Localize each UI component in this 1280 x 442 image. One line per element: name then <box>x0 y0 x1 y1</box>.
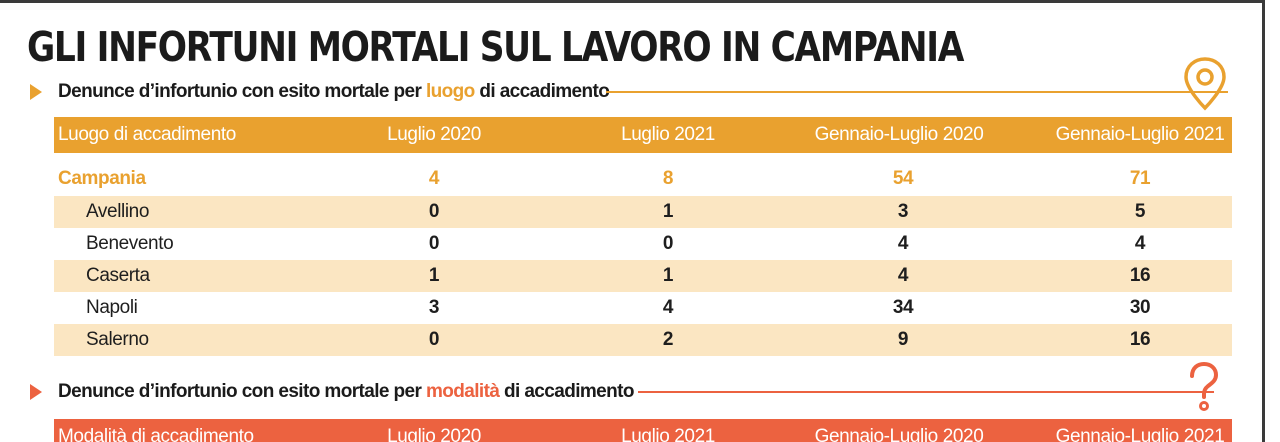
row-value: 0 <box>662 233 674 254</box>
header-cell: Luglio 2021 <box>621 124 715 145</box>
row-label: Benevento <box>86 233 174 254</box>
row-label: Napoli <box>86 297 138 318</box>
header-cell: Gennaio-Luglio 2020 <box>814 124 984 145</box>
table-header: Luogo di accadimento Luglio 2020 Luglio … <box>54 117 1232 153</box>
arrow-right-icon <box>30 84 42 100</box>
row-value: 8 <box>662 168 674 189</box>
section-luogo-title: Denunce d’infortunio con esito mortale p… <box>58 81 610 102</box>
row-value: 16 <box>1129 265 1151 286</box>
row-value: 0 <box>428 201 440 222</box>
row-value: 4 <box>428 168 440 189</box>
location-pin-icon <box>1184 57 1226 111</box>
row-label: Salerno <box>86 329 149 350</box>
row-value: 0 <box>428 329 440 350</box>
row-label: Avellino <box>86 201 149 222</box>
row-value: 4 <box>897 233 909 254</box>
header-cell: Luglio 2021 <box>621 426 715 442</box>
row-value: 30 <box>1129 297 1151 318</box>
row-value: 1 <box>428 265 440 286</box>
row-value: 34 <box>892 297 914 318</box>
table-row: Napoli 3 4 34 30 <box>54 292 1232 324</box>
row-value: 3 <box>897 201 909 222</box>
header-cell: Gennaio-Luglio 2020 <box>814 426 984 442</box>
arrow-right-icon <box>30 384 42 400</box>
row-value: 1 <box>662 265 674 286</box>
table-row: Salerno 0 2 9 16 <box>54 324 1232 356</box>
row-value: 1 <box>662 201 674 222</box>
table-row: Avellino 0 1 3 5 <box>54 196 1232 228</box>
header-cell: Luglio 2020 <box>387 124 481 145</box>
row-label: Caserta <box>86 265 150 286</box>
row-value: 0 <box>428 233 440 254</box>
table-row: Caserta 1 1 4 16 <box>54 260 1232 292</box>
section-luogo-rule <box>606 91 1228 93</box>
row-label: Campania <box>58 168 146 189</box>
row-value: 3 <box>428 297 440 318</box>
question-mark-icon <box>1190 361 1219 411</box>
page-title: GLI INFORTUNI MORTALI SUL LAVORO IN CAMP… <box>27 23 964 71</box>
table-row-total: Campania 4 8 54 71 <box>54 163 1232 195</box>
header-cell: Luglio 2020 <box>387 426 481 442</box>
row-value: 4 <box>897 265 909 286</box>
row-value: 54 <box>892 168 914 189</box>
section-modalita-rule <box>638 391 1214 393</box>
row-value: 9 <box>897 329 909 350</box>
row-value: 4 <box>1134 233 1146 254</box>
row-value: 5 <box>1134 201 1146 222</box>
table-header: Modalità di accadimento Luglio 2020 Lugl… <box>54 419 1232 442</box>
section-modalita-heading: Denunce d’infortunio con esito mortale p… <box>30 377 1250 407</box>
row-value: 2 <box>662 329 674 350</box>
table-modalita: Modalità di accadimento Luglio 2020 Lugl… <box>54 419 1232 442</box>
top-border <box>0 0 1262 3</box>
row-value: 71 <box>1129 168 1151 189</box>
section-modalita-title: Denunce d’infortunio con esito mortale p… <box>58 381 635 402</box>
table-luogo: Luogo di accadimento Luglio 2020 Luglio … <box>54 117 1232 357</box>
section-luogo-heading: Denunce d’infortunio con esito mortale p… <box>30 77 1250 107</box>
table-row: Benevento 0 0 4 4 <box>54 228 1232 260</box>
header-cell: Luogo di accadimento <box>58 124 236 145</box>
right-border <box>1262 0 1265 442</box>
header-cell: Modalità di accadimento <box>58 426 254 442</box>
header-cell: Gennaio-Luglio 2021 <box>1055 426 1225 442</box>
header-cell: Gennaio-Luglio 2021 <box>1055 124 1225 145</box>
row-value: 4 <box>662 297 674 318</box>
row-value: 16 <box>1129 329 1151 350</box>
